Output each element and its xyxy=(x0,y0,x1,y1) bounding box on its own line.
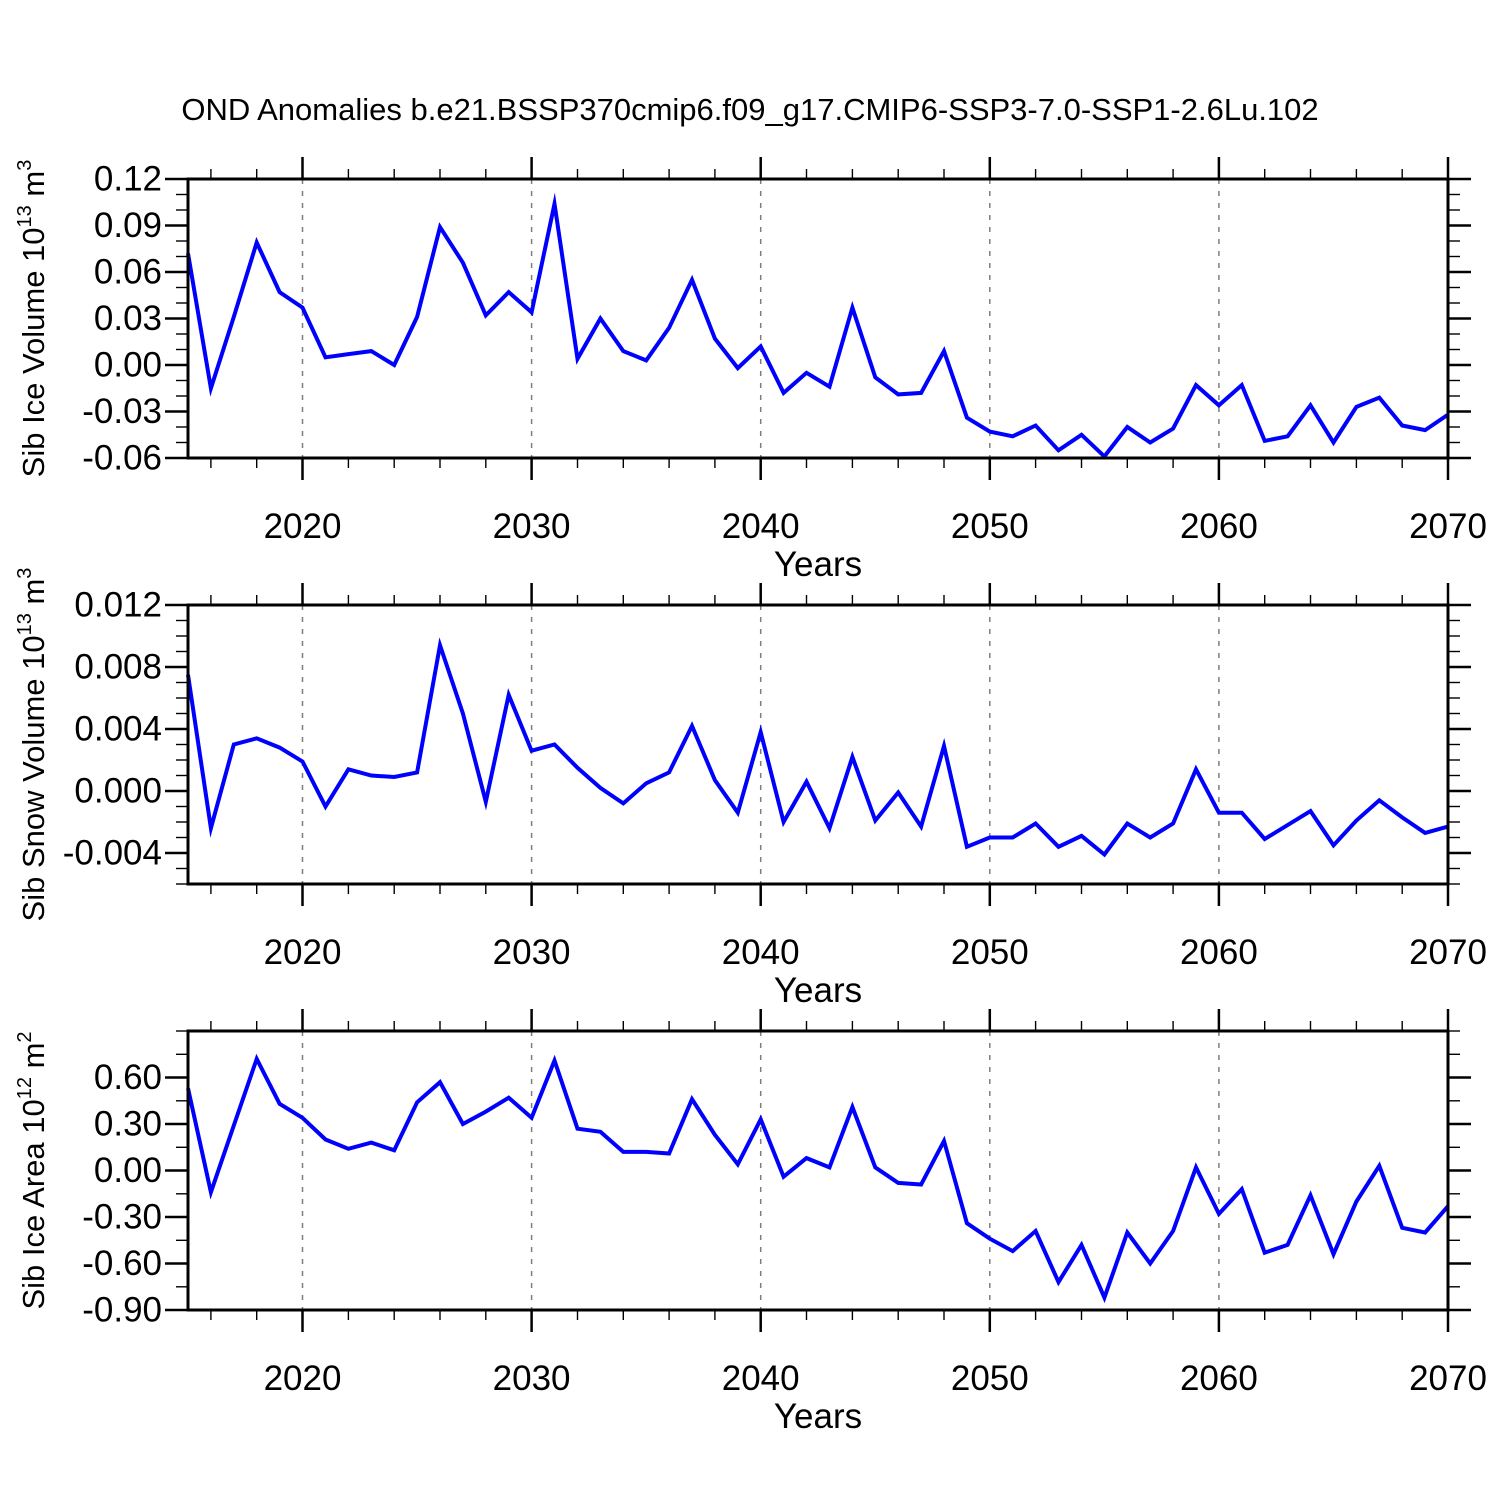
y-tick-label: 0.004 xyxy=(74,710,162,749)
sib-ice-area-line xyxy=(186,1053,1450,1304)
y-tick-label: 0.00 xyxy=(94,1151,162,1190)
x-axis-title: Years xyxy=(774,1397,862,1436)
y-tick-label: -0.004 xyxy=(63,834,162,873)
x-tick-label: 2020 xyxy=(264,933,342,972)
x-axis-title: Years xyxy=(774,971,862,1010)
x-tick-label: 2030 xyxy=(493,1359,571,1398)
sib-snow-volume-plot-border xyxy=(186,603,1450,886)
sib-ice-area-plot-border xyxy=(186,1029,1450,1312)
x-tick-label: 2070 xyxy=(1409,933,1487,972)
y-tick-label: -0.90 xyxy=(82,1291,162,1330)
x-tick-label: 2060 xyxy=(1180,507,1258,546)
y-tick-label: 0.60 xyxy=(94,1058,162,1097)
y-tick-label: 0.012 xyxy=(74,586,162,625)
x-tick-label: 2050 xyxy=(951,507,1029,546)
y-axis-title: Sib Ice Volume 1013 m3 xyxy=(14,160,51,478)
y-tick-label: 0.008 xyxy=(74,648,162,687)
sib-snow-volume-line xyxy=(186,637,1449,858)
sib-ice-volume-panel: 2020 2030 2040 2050 2060 2070 0.12 0.09 0.06 0.03… xyxy=(14,157,1487,584)
y-tick-label: 0.30 xyxy=(94,1105,162,1144)
x-tick-label: 2050 xyxy=(951,1359,1029,1398)
y-tick-label: -0.03 xyxy=(82,392,162,431)
y-tick-label: 0.03 xyxy=(94,299,162,338)
x-tick-label: 2050 xyxy=(951,933,1029,972)
y-tick-label: -0.30 xyxy=(82,1198,162,1237)
x-tick-label: 2070 xyxy=(1409,1359,1487,1398)
y-tick-label: 0.12 xyxy=(94,160,162,199)
sib-ice-volume-plot-border xyxy=(186,177,1450,460)
y-axis-title: Sib Snow Volume 1013 m3 xyxy=(14,568,51,922)
x-tick-label: 2060 xyxy=(1180,933,1258,972)
x-tick-label: 2040 xyxy=(722,1359,800,1398)
x-tick-label: 2030 xyxy=(493,507,571,546)
x-tick-label: 2040 xyxy=(722,507,800,546)
y-axis-title: Sib Ice Area 1012 m2 xyxy=(14,1031,51,1309)
y-tick-label: 0.06 xyxy=(94,253,162,292)
sib-ice-volume-line xyxy=(186,192,1450,460)
x-tick-label: 2040 xyxy=(722,933,800,972)
y-tick-label: 0.09 xyxy=(94,206,162,245)
sib-ice-area-panel: 2020 2030 2040 2050 2060 2070 0.60 0.30 0.00 -0.3… xyxy=(14,1009,1487,1436)
x-tick-label: 2060 xyxy=(1180,1359,1258,1398)
y-tick-label: -0.60 xyxy=(82,1244,162,1283)
y-tick-label: 0.00 xyxy=(94,346,162,385)
x-tick-label: 2030 xyxy=(493,933,571,972)
x-tick-label: 2020 xyxy=(264,1359,342,1398)
x-tick-label: 2020 xyxy=(264,507,342,546)
y-tick-label: -0.06 xyxy=(82,439,162,478)
y-tick-label: 0.000 xyxy=(74,772,162,811)
sib-snow-volume-panel: 2020 2030 2040 2050 2060 2070 0.012 0.008 0.004 0… xyxy=(14,568,1487,1010)
x-axis-title: Years xyxy=(774,545,862,584)
x-tick-label: 2070 xyxy=(1409,507,1487,546)
chart-title: OND Anomalies b.e21.BSSP370cmip6.f09_g17… xyxy=(181,92,1319,127)
